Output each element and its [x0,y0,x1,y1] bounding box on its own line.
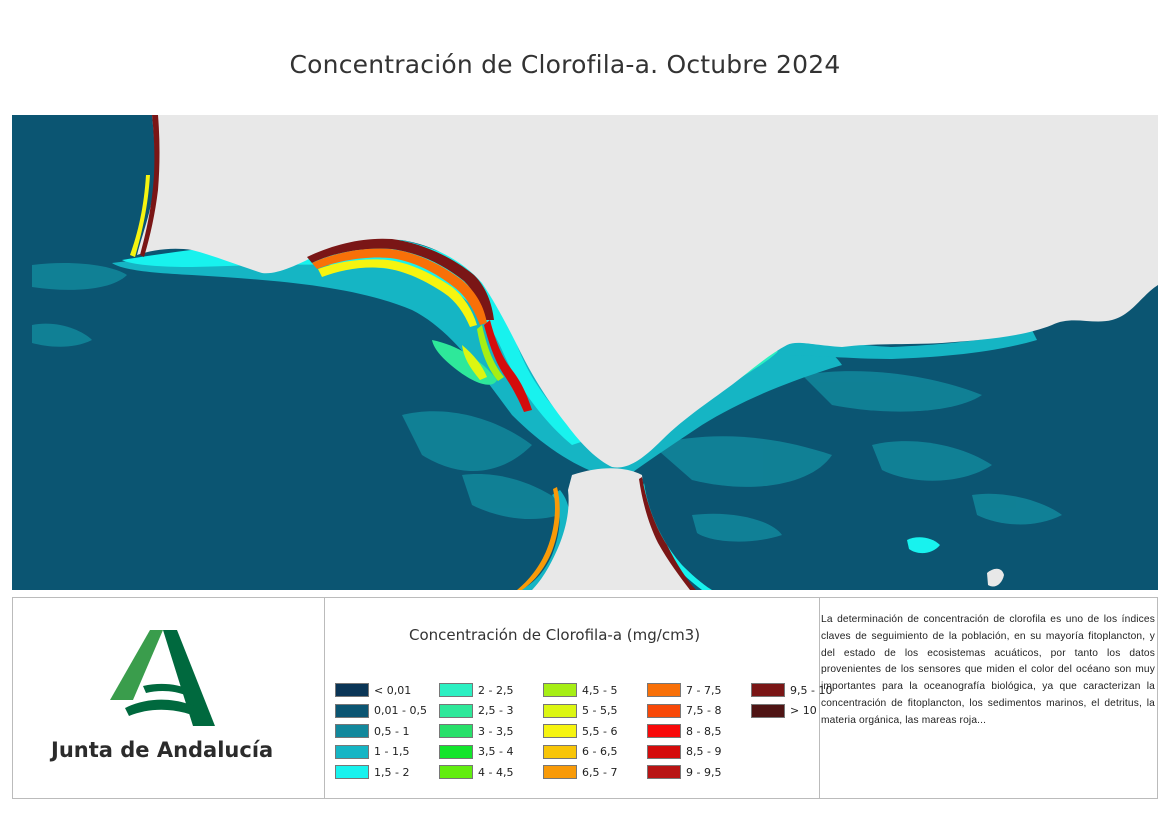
legend-item: 0,5 - 1 [335,723,409,739]
panel-divider-right [819,598,820,798]
huelva-high-chlorophyll [307,238,494,320]
legend-item: 2,5 - 3 [439,703,513,719]
description-text: La determinación de concentración de clo… [821,614,1155,726]
legend-label: 1,5 - 2 [374,765,410,779]
legend-swatch [647,703,681,718]
legend-label: 3 - 3,5 [478,724,514,738]
legend-item: > 10 [751,703,817,719]
legend-label: 5,5 - 6 [582,724,618,738]
legend-label: 0,01 - 0,5 [374,704,427,717]
legend-label: < 0,01 [374,683,412,697]
junta-logo-icon [110,630,215,726]
legend-label: 0,5 - 1 [374,724,410,738]
legend-label: > 10 [790,704,817,717]
shelf-patches [32,263,1062,542]
legend-swatch [647,724,681,738]
legend-item: 1 - 1,5 [335,744,409,760]
chlorophyll-map[interactable] [12,115,1158,590]
alboran-hotspot [907,537,940,554]
legend-item: 6 - 6,5 [543,744,617,760]
legend-label: 7,5 - 8 [686,704,722,717]
legend-label: 1 - 1,5 [374,745,410,758]
legend-swatch [439,724,473,738]
legend-label: 5 - 5,5 [582,704,618,717]
legend-item: 4,5 - 5 [543,682,617,698]
legend: Concentración de Clorofila-a (mg/cm3) < … [325,598,832,798]
legend-swatch [335,703,369,718]
legend-label: 2,5 - 3 [478,704,514,717]
legend-swatch [543,703,577,718]
legend-swatch [543,744,577,759]
legend-item: 5 - 5,5 [543,703,617,719]
legend-label: 4,5 - 5 [582,683,618,697]
legend-swatch [647,683,681,697]
legend-label: 8 - 8,5 [686,724,722,738]
legend-item: 1,5 - 2 [335,764,409,780]
junta-logo: Junta de Andalucía [13,598,324,798]
legend-label: 3,5 - 4 [478,745,514,758]
legend-label: 6,5 - 7 [582,765,618,779]
legend-item: 5,5 - 6 [543,723,617,739]
map-title: Concentración de Clorofila-a. Octubre 20… [289,50,841,79]
legend-label: 9 - 9,5 [686,765,722,779]
legend-title: Concentración de Clorofila-a (mg/cm3) [409,626,701,644]
north-africa-land [532,468,692,590]
legend-label: 7 - 7,5 [686,683,722,697]
legend-swatch [335,724,369,738]
legend-item: 2 - 2,5 [439,682,513,698]
legend-label: 9,5 - 10 [790,683,833,697]
legend-swatch [751,703,785,718]
legend-item: 7 - 7,5 [647,682,721,698]
legend-item: 6,5 - 7 [543,764,617,780]
iberian-peninsula-land [137,115,1158,468]
legend-swatch [543,765,577,779]
legend-swatch [335,765,369,779]
legend-swatch [543,724,577,738]
legend-label: 6 - 6,5 [582,745,618,758]
legend-swatch [647,744,681,759]
legend-label: 8,5 - 9 [686,745,722,758]
legend-swatch [439,765,473,779]
legend-item: 0,01 - 0,5 [335,703,427,719]
legend-swatch [751,683,785,697]
legend-item: 8,5 - 9 [647,744,721,760]
cadiz-high-chlorophyll [484,320,532,412]
legend-item: 9,5 - 10 [751,682,832,698]
info-panel: Junta de Andalucía Concentración de Clor… [12,597,1158,799]
legend-item: 8 - 8,5 [647,723,721,739]
legend-swatch [543,683,577,697]
map-canvas [12,115,1158,590]
legend-swatch [439,703,473,718]
legend-label: 2 - 2,5 [478,683,514,697]
panel-divider-left [324,598,325,798]
legend-item: 3,5 - 4 [439,744,513,760]
mediterranean-coastal-band [602,335,842,480]
legend-swatch [335,683,369,697]
legend-item: 4 - 4,5 [439,764,513,780]
legend-swatch [439,683,473,697]
logo-wordmark: Junta de Andalucía [51,738,274,762]
legend-swatch [647,765,681,779]
legend-swatch [335,744,369,759]
legend-item: 9 - 9,5 [647,764,721,780]
legend-item: 7,5 - 8 [647,703,721,719]
legend-swatch [439,744,473,759]
legend-label: 4 - 4,5 [478,765,514,779]
legend-item: < 0,01 [335,682,411,698]
legend-item: 3 - 3,5 [439,723,513,739]
